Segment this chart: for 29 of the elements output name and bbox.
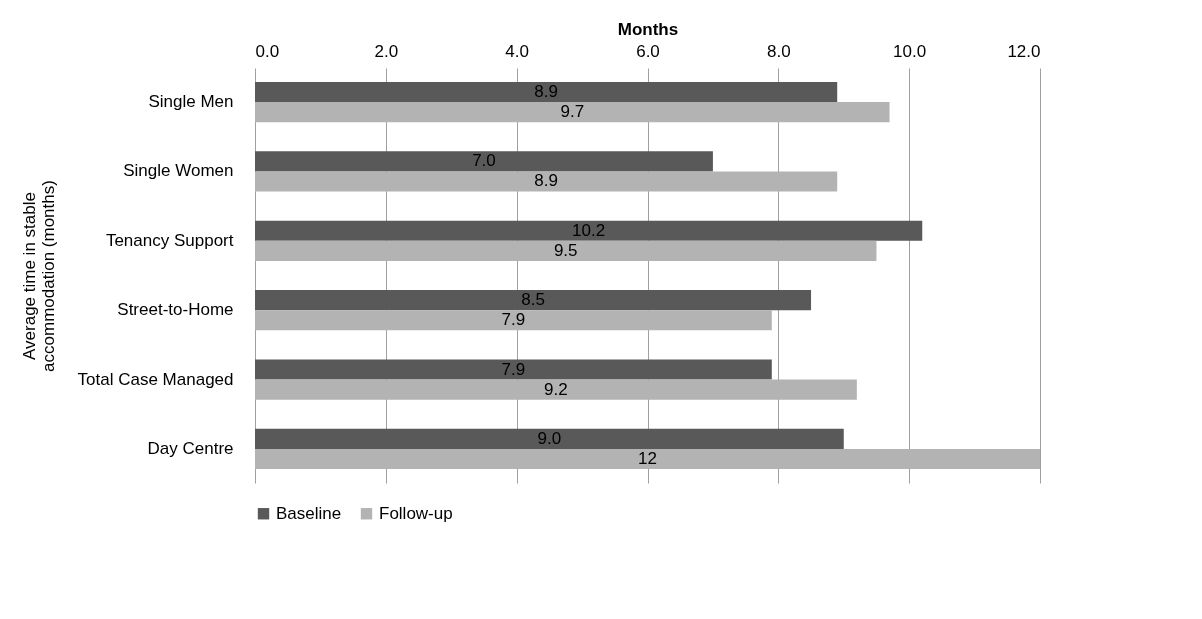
x-tick-label: 2.0 <box>374 41 399 61</box>
data-label: 9.7 <box>560 102 585 122</box>
legend-label: Baseline <box>276 503 342 523</box>
x-tick-label: 6.0 <box>636 41 660 61</box>
data-label: 9.2 <box>544 379 568 399</box>
data-label: 12 <box>638 449 657 469</box>
data-label: 8.9 <box>534 171 558 191</box>
data-label: 9.5 <box>553 240 578 260</box>
x-tick-label: 0.0 <box>255 41 280 61</box>
x-tick-label: 8.0 <box>767 41 791 61</box>
y-tick-label: Day Centre <box>147 438 234 458</box>
y-tick-label: Single Men <box>148 92 234 112</box>
data-label: 7.0 <box>472 151 496 171</box>
data-label: 10.2 <box>572 220 606 240</box>
data-label: 7.9 <box>501 310 526 330</box>
data-label: 9.0 <box>537 428 562 448</box>
x-tick-label: 10.0 <box>893 41 927 61</box>
x-tick-label: 12.0 <box>1007 41 1041 61</box>
data-label: 7.9 <box>501 359 526 379</box>
legend-label: Follow-up <box>379 503 453 523</box>
data-label: 8.9 <box>534 81 558 101</box>
y-tick-label: Total Case Managed <box>77 369 234 389</box>
x-axis-title: Months <box>617 19 679 39</box>
x-tick-label: 4.0 <box>505 41 529 61</box>
y-tick-label: Tenancy Support <box>105 230 234 250</box>
data-label: 8.5 <box>521 290 545 310</box>
y-axis-title: Average time in stable accommodation (months) <box>19 180 58 372</box>
y-tick-label: Single Women <box>123 161 234 181</box>
y-tick-label: Street-to-Home <box>117 300 234 320</box>
